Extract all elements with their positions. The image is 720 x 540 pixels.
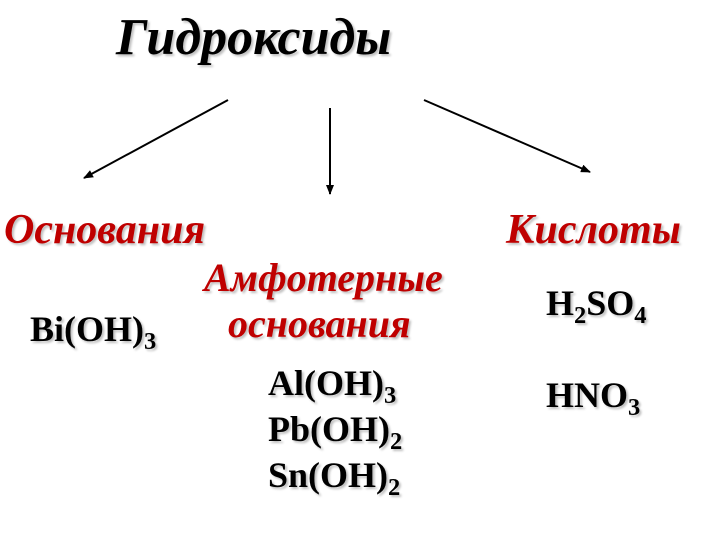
acids-formula-1: HNO3 — [546, 374, 640, 416]
category-bases: Основания — [4, 206, 205, 254]
amphoteric-formula-2: Sn(OH)2 — [268, 454, 400, 496]
amphoteric-formula-0: Al(OH)3 — [268, 362, 396, 404]
category-acids: Кислоты — [506, 206, 681, 254]
acids-formula-0: H2SO4 — [546, 282, 647, 324]
arrow-2 — [424, 100, 590, 172]
bases-formula-0: Bi(OH)3 — [30, 308, 156, 350]
category-amphoteric-line1: Амфотерные — [204, 254, 443, 301]
category-amphoteric-line2: основания — [228, 300, 411, 347]
amphoteric-formula-1: Pb(OH)2 — [268, 408, 402, 450]
arrows-group — [84, 100, 590, 194]
arrow-0 — [84, 100, 228, 178]
diagram-title: Гидроксиды — [116, 8, 391, 67]
